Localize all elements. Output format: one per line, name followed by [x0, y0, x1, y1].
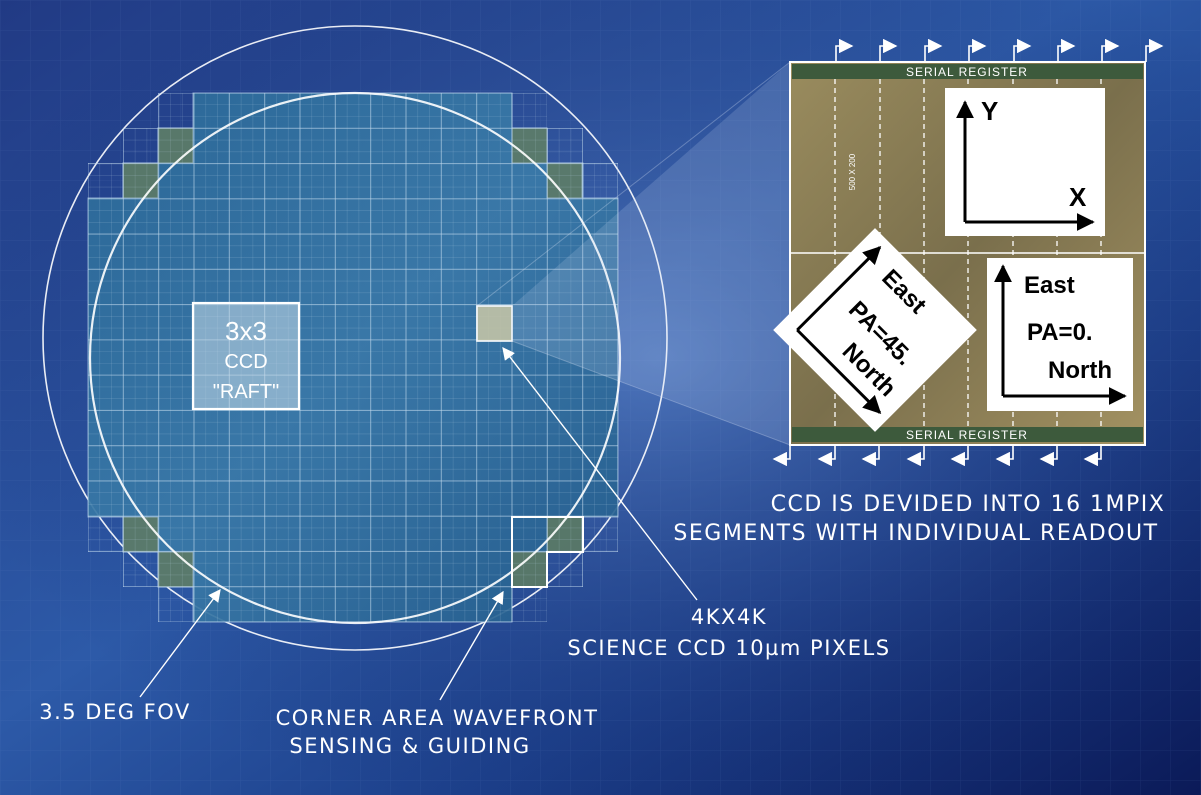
zoom-line-top	[476, 61, 791, 307]
readout-arrow	[879, 38, 898, 62]
science-ccd-caption-line1: 4KX4K	[691, 605, 767, 629]
x-axis-label: X	[1069, 182, 1087, 212]
fov-outer-circle	[42, 25, 668, 651]
captions: CCD IS DEVIDED INTO 16 1MPIX SEGMENTS WI…	[39, 492, 1166, 758]
readout-arrow	[1057, 38, 1076, 62]
raft-highlight: 3x3 CCD "RAFT"	[191, 301, 301, 411]
pa0-pa-label: PA=0.	[1027, 319, 1093, 346]
readout-arrow	[817, 445, 836, 467]
corner-sensor	[157, 127, 194, 164]
pa45-east-arrow	[796, 245, 882, 332]
readout-arrow	[995, 445, 1014, 467]
readout-arrow	[968, 38, 987, 62]
serial-register-top	[792, 64, 1143, 79]
pa45-box-bg	[773, 228, 977, 432]
serial-register-top-label: SERIAL REGISTER	[906, 65, 1028, 79]
pa0-box: East PA=0. North	[987, 258, 1133, 411]
readout-arrow	[924, 38, 943, 62]
segment-size-label: 500 X 200	[848, 153, 857, 190]
readout-arrow	[950, 445, 969, 467]
ccd-mosaic	[87, 92, 619, 623]
science-ccd-callout-arrow	[502, 347, 698, 601]
corner-sensor	[122, 516, 159, 553]
readout-arrow	[861, 445, 880, 467]
readout-arrow	[1083, 445, 1102, 467]
readout-arrow	[1039, 445, 1058, 467]
science-ccd-caption-line2: SCIENCE CCD 10µm PIXELS	[567, 636, 890, 660]
raft-title: 3x3	[225, 316, 267, 346]
readout-arrow	[1145, 38, 1164, 62]
fov-callout-arrow	[139, 588, 221, 698]
pa45-box: East PA=45. North	[773, 228, 977, 432]
callout-arrows	[139, 347, 698, 701]
corner-area-highlight	[511, 516, 584, 588]
raft-line3: "RAFT"	[213, 381, 279, 403]
serial-register-bottom	[792, 427, 1143, 442]
readout-arrows	[772, 38, 1164, 467]
readout-arrow	[906, 445, 925, 467]
science-ccd-highlight	[476, 305, 513, 342]
fov-caption: 3.5 DEG FOV	[39, 700, 191, 724]
corner-callout-arrow	[439, 590, 504, 701]
pa0-east-label: East	[1024, 272, 1075, 299]
readout-arrow	[1101, 38, 1120, 62]
corner-caption-line1: CORNER AREA WAVEFRONT	[276, 706, 599, 730]
segments-caption-line2: SEGMENTS WITH INDIVIDUAL READOUT	[673, 521, 1158, 546]
corner-sensor	[157, 551, 194, 588]
zoom-projection	[477, 62, 790, 445]
focal-plane-array	[87, 92, 619, 623]
serial-register-bottom-label: SERIAL REGISTER	[906, 428, 1028, 442]
pa0-north-label: North	[1048, 357, 1112, 384]
readout-arrow	[835, 38, 854, 62]
y-axis-label: Y	[981, 96, 998, 126]
zoom-line-bottom	[511, 340, 791, 446]
fov-inner-circle	[88, 91, 622, 625]
focal-plane: 3x3 CCD "RAFT"	[42, 25, 668, 651]
corner-sensor	[122, 162, 159, 199]
ccd-detail: SERIAL REGISTER SERIAL REGISTER 500 X 20…	[772, 38, 1164, 467]
xy-axes-box: Y X	[945, 88, 1105, 236]
pa0-box-bg	[987, 258, 1133, 411]
pa45-north-arrow	[796, 328, 882, 415]
xy-box-bg	[945, 88, 1105, 236]
readout-arrow	[1013, 38, 1032, 62]
raft-box	[191, 301, 301, 411]
corner-caption-line2: SENSING & GUIDING	[289, 734, 530, 758]
readout-arrow	[772, 445, 791, 467]
raft-line2: CCD	[224, 351, 267, 373]
corner-sensors	[122, 127, 583, 588]
segments-caption-line1: CCD IS DEVIDED INTO 16 1MPIX	[771, 492, 1166, 517]
